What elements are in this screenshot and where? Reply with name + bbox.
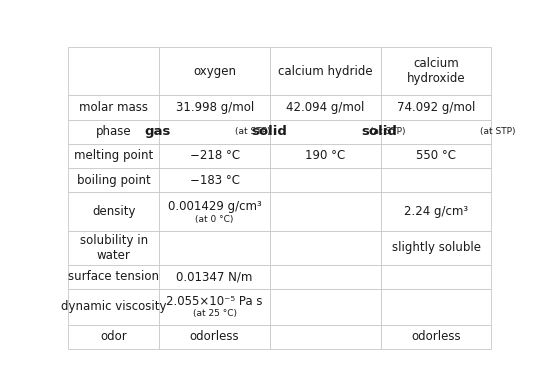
Bar [381,144,491,168]
Text: −218 °C: −218 °C [189,149,240,162]
Bar [159,120,270,144]
Bar [68,120,159,144]
Text: solubility in
water: solubility in water [80,234,148,262]
Text: odorless: odorless [190,330,240,343]
Text: odorless: odorless [411,330,461,343]
Bar [68,325,159,349]
Bar [68,47,159,95]
Text: −183 °C: −183 °C [189,174,240,187]
Text: 2.055×10⁻⁵ Pa s: 2.055×10⁻⁵ Pa s [167,296,263,309]
Bar [270,95,381,120]
Bar [159,289,270,325]
Bar [68,265,159,289]
Bar [270,289,381,325]
Bar [381,192,491,231]
Bar [270,231,381,265]
Bar [68,95,159,120]
Text: molar mass: molar mass [79,101,148,114]
Text: surface tension: surface tension [68,270,159,283]
Bar [68,192,159,231]
Bar [68,289,159,325]
Text: (at 25 °C): (at 25 °C) [193,310,236,318]
Bar [159,144,270,168]
Text: solid: solid [361,125,397,138]
Text: density: density [92,205,135,218]
Bar [159,95,270,120]
Text: (at STP): (at STP) [370,127,405,136]
Text: 31.998 g/mol: 31.998 g/mol [175,101,254,114]
Text: 0.001429 g/cm³: 0.001429 g/cm³ [168,200,262,212]
Text: 2.24 g/cm³: 2.24 g/cm³ [404,205,468,218]
Bar [159,231,270,265]
Bar [381,95,491,120]
Text: oxygen: oxygen [193,65,236,78]
Bar [270,192,381,231]
Bar [270,47,381,95]
Text: boiling point: boiling point [77,174,151,187]
Text: 74.092 g/mol: 74.092 g/mol [397,101,476,114]
Text: phase: phase [96,125,132,138]
Bar [159,325,270,349]
Text: (at STP): (at STP) [480,127,516,136]
Text: slightly soluble: slightly soluble [391,241,480,254]
Bar [159,47,270,95]
Bar [270,120,381,144]
Bar [159,265,270,289]
Text: calcium
hydroxide: calcium hydroxide [407,57,466,85]
Text: odor: odor [100,330,127,343]
Text: calcium hydride: calcium hydride [278,65,373,78]
Bar [381,168,491,192]
Bar [270,168,381,192]
Bar [270,144,381,168]
Text: (at STP): (at STP) [235,127,270,136]
Bar [381,289,491,325]
Text: dynamic viscosity: dynamic viscosity [61,300,167,313]
Bar [68,144,159,168]
Bar [270,325,381,349]
Bar [381,231,491,265]
Text: solid: solid [251,125,287,138]
Bar [381,47,491,95]
Text: 190 °C: 190 °C [305,149,346,162]
Bar [381,120,491,144]
Bar [159,192,270,231]
Bar [381,325,491,349]
Bar [159,168,270,192]
Text: 550 °C: 550 °C [416,149,456,162]
Bar [270,265,381,289]
Bar [68,168,159,192]
Bar [68,231,159,265]
Text: 42.094 g/mol: 42.094 g/mol [286,101,365,114]
Text: gas: gas [145,125,171,138]
Text: melting point: melting point [74,149,153,162]
Text: (at 0 °C): (at 0 °C) [195,215,234,224]
Text: 0.01347 N/m: 0.01347 N/m [176,270,253,283]
Bar [381,265,491,289]
